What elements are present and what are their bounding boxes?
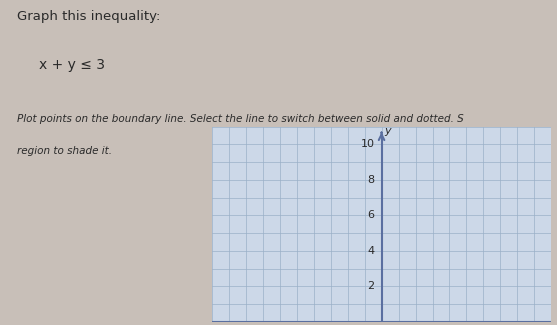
Text: y: y xyxy=(384,126,391,136)
Text: 10: 10 xyxy=(361,139,375,150)
Text: 2: 2 xyxy=(368,281,375,291)
Text: 4: 4 xyxy=(368,246,375,256)
Text: region to shade it.: region to shade it. xyxy=(17,146,112,156)
Text: 6: 6 xyxy=(368,210,375,220)
Text: 8: 8 xyxy=(368,175,375,185)
Text: Plot points on the boundary line. Select the line to switch between solid and do: Plot points on the boundary line. Select… xyxy=(17,114,463,124)
Text: Graph this inequality:: Graph this inequality: xyxy=(17,10,160,23)
Text: x + y ≤ 3: x + y ≤ 3 xyxy=(39,58,105,72)
